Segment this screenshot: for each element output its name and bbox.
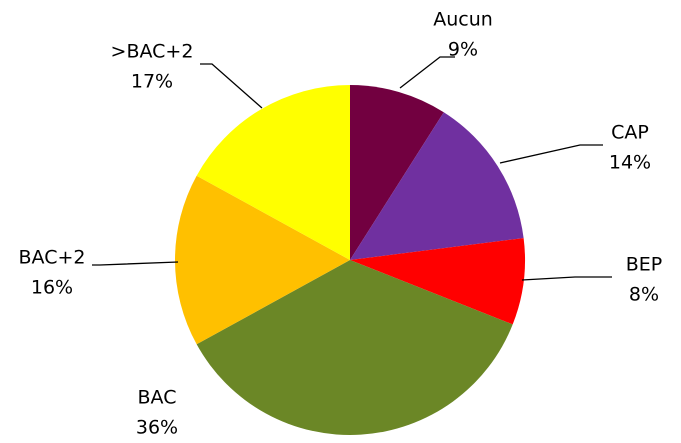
slice-value-label: 17% (131, 71, 173, 93)
pie-slice (175, 175, 350, 345)
slice-value-label: 9% (448, 39, 478, 61)
pie-slice (350, 238, 525, 325)
leader-line (399, 56, 455, 89)
slice-label: CAP (611, 122, 649, 144)
slice-value-label: 16% (31, 277, 73, 299)
pie-slice (350, 112, 524, 260)
pie-slice (350, 85, 444, 260)
slice-label: BEP (626, 254, 663, 276)
slice-label: >BAC+2 (111, 41, 194, 63)
leader-line (499, 144, 603, 164)
slice-label: BAC (138, 387, 177, 409)
leader-line (521, 276, 612, 281)
pie-slice (196, 85, 350, 260)
slice-value-label: 36% (136, 417, 178, 439)
slice-label: BAC+2 (19, 247, 86, 269)
slice-value-label: 14% (609, 152, 651, 174)
slice-value-label: 8% (629, 284, 659, 306)
pie-slice (196, 260, 513, 435)
leader-line (200, 63, 263, 109)
leader-line (92, 261, 179, 266)
slice-label: Aucun (433, 9, 493, 31)
